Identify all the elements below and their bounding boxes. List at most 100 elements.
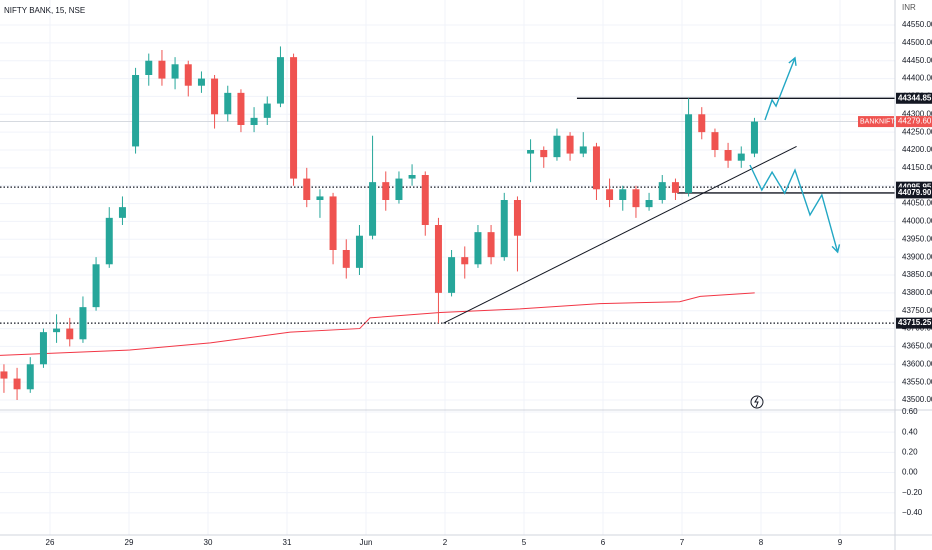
arrow-path bbox=[749, 164, 839, 253]
y-tick-label: 44200.00 bbox=[902, 145, 932, 154]
y-tick-label: 43500.00 bbox=[902, 395, 932, 404]
plot bbox=[0, 46, 895, 400]
candle-body bbox=[105, 217, 113, 265]
candle-body bbox=[698, 114, 706, 133]
x-tick-label: 7 bbox=[680, 538, 685, 547]
y-tick-label: 43800.00 bbox=[902, 288, 932, 297]
candle-body bbox=[724, 150, 732, 161]
candle-body bbox=[342, 250, 350, 268]
arrow-path bbox=[764, 57, 796, 121]
chart-title: NIFTY BANK, 15, NSE bbox=[4, 6, 85, 15]
y-tick-label: 43850.00 bbox=[902, 270, 932, 279]
y-tick-label: 44050.00 bbox=[902, 199, 932, 208]
y2-tick-label: −0.20 bbox=[902, 488, 923, 497]
candle-body bbox=[527, 150, 535, 154]
candle-body bbox=[290, 57, 298, 179]
candle-body bbox=[224, 92, 232, 115]
y2-tick-label: 0.40 bbox=[902, 427, 918, 436]
candle-body bbox=[461, 257, 469, 265]
candle-body bbox=[79, 307, 87, 340]
candle-body bbox=[619, 189, 627, 200]
candle-body bbox=[263, 103, 271, 118]
y-tick-label: 44000.00 bbox=[902, 217, 932, 226]
x-tick-label: 6 bbox=[601, 538, 606, 547]
candle-body bbox=[382, 182, 390, 200]
candle-body bbox=[513, 200, 521, 236]
level-label-box bbox=[896, 187, 932, 199]
y-tick-label: 43650.00 bbox=[902, 342, 932, 351]
symbol-label: BANKNIFTY bbox=[860, 118, 900, 125]
candle-body bbox=[329, 196, 337, 250]
x-tick-label: 9 bbox=[838, 538, 843, 547]
y-tick-label: 44400.00 bbox=[902, 74, 932, 83]
candle-body bbox=[632, 189, 640, 208]
arrow-head bbox=[788, 56, 797, 66]
candle-body bbox=[171, 64, 179, 79]
candle-body bbox=[474, 232, 482, 265]
candle-body bbox=[158, 60, 166, 79]
level-label: 43715.25 bbox=[898, 318, 932, 327]
y-tick-label: 43600.00 bbox=[902, 359, 932, 368]
x-tick-label: 8 bbox=[759, 538, 764, 547]
candle-body bbox=[408, 175, 416, 179]
candle-body bbox=[658, 182, 666, 200]
candle-body bbox=[487, 232, 495, 258]
candle-body bbox=[0, 371, 8, 379]
y-tick-label: 43550.00 bbox=[902, 377, 932, 386]
y-tick-label: 43950.00 bbox=[902, 234, 932, 243]
candle-body bbox=[750, 121, 758, 154]
symbol-label-box bbox=[858, 116, 894, 128]
candle-body bbox=[184, 64, 192, 86]
replay-icon[interactable] bbox=[750, 395, 764, 409]
candle-body bbox=[355, 235, 363, 268]
candle-body bbox=[566, 135, 574, 154]
candle-body bbox=[579, 146, 587, 154]
x-tick-label: 29 bbox=[125, 538, 134, 547]
currency-label: INR bbox=[902, 3, 916, 12]
candle-body bbox=[53, 328, 61, 333]
candle-body bbox=[434, 225, 442, 293]
candle-body bbox=[606, 189, 614, 200]
candle-body bbox=[26, 364, 34, 390]
candle-body bbox=[645, 200, 653, 208]
axis-labels: 44550.0044500.0044450.0044400.0044350.00… bbox=[46, 20, 932, 547]
y2-tick-label: 0.00 bbox=[902, 468, 918, 477]
y-tick-label: 43750.00 bbox=[902, 306, 932, 315]
candle-body bbox=[500, 200, 508, 258]
last-price-label: 44279.60 bbox=[898, 117, 932, 126]
level-label: 44344.85 bbox=[898, 93, 932, 102]
candle-body bbox=[553, 135, 561, 158]
candle-body bbox=[395, 178, 403, 200]
candle-body bbox=[540, 150, 548, 158]
candle-body bbox=[39, 332, 47, 365]
candle-body bbox=[671, 182, 679, 193]
level-label-box bbox=[896, 181, 932, 193]
level-label-box bbox=[896, 317, 932, 329]
candle-body bbox=[211, 78, 219, 115]
candle-body bbox=[303, 178, 311, 200]
candle-body bbox=[237, 92, 245, 125]
y-tick-label: 44550.00 bbox=[902, 20, 932, 29]
x-tick-label: 30 bbox=[204, 538, 213, 547]
candle-body bbox=[145, 60, 153, 75]
x-tick-label: 26 bbox=[46, 538, 55, 547]
y2-tick-label: −0.40 bbox=[902, 508, 923, 517]
y2-tick-label: 0.20 bbox=[902, 447, 918, 456]
candle-body bbox=[592, 146, 600, 190]
candle-body bbox=[66, 328, 74, 340]
candle-body bbox=[711, 132, 719, 150]
ema-line bbox=[0, 292, 755, 356]
x-tick-label: 2 bbox=[443, 538, 448, 547]
x-tick-label: 31 bbox=[283, 538, 292, 547]
trend-line bbox=[443, 145, 797, 324]
candle-body bbox=[316, 196, 324, 200]
y-tick-label: 44250.00 bbox=[902, 127, 932, 136]
candle-body bbox=[685, 114, 693, 193]
candle-body bbox=[448, 257, 456, 293]
level-label: 44079.90 bbox=[898, 188, 932, 197]
y-tick-label: 44300.00 bbox=[902, 109, 932, 118]
x-tick-label: Jun bbox=[360, 538, 373, 547]
candle-body bbox=[276, 57, 284, 104]
last-price-box bbox=[896, 116, 932, 128]
